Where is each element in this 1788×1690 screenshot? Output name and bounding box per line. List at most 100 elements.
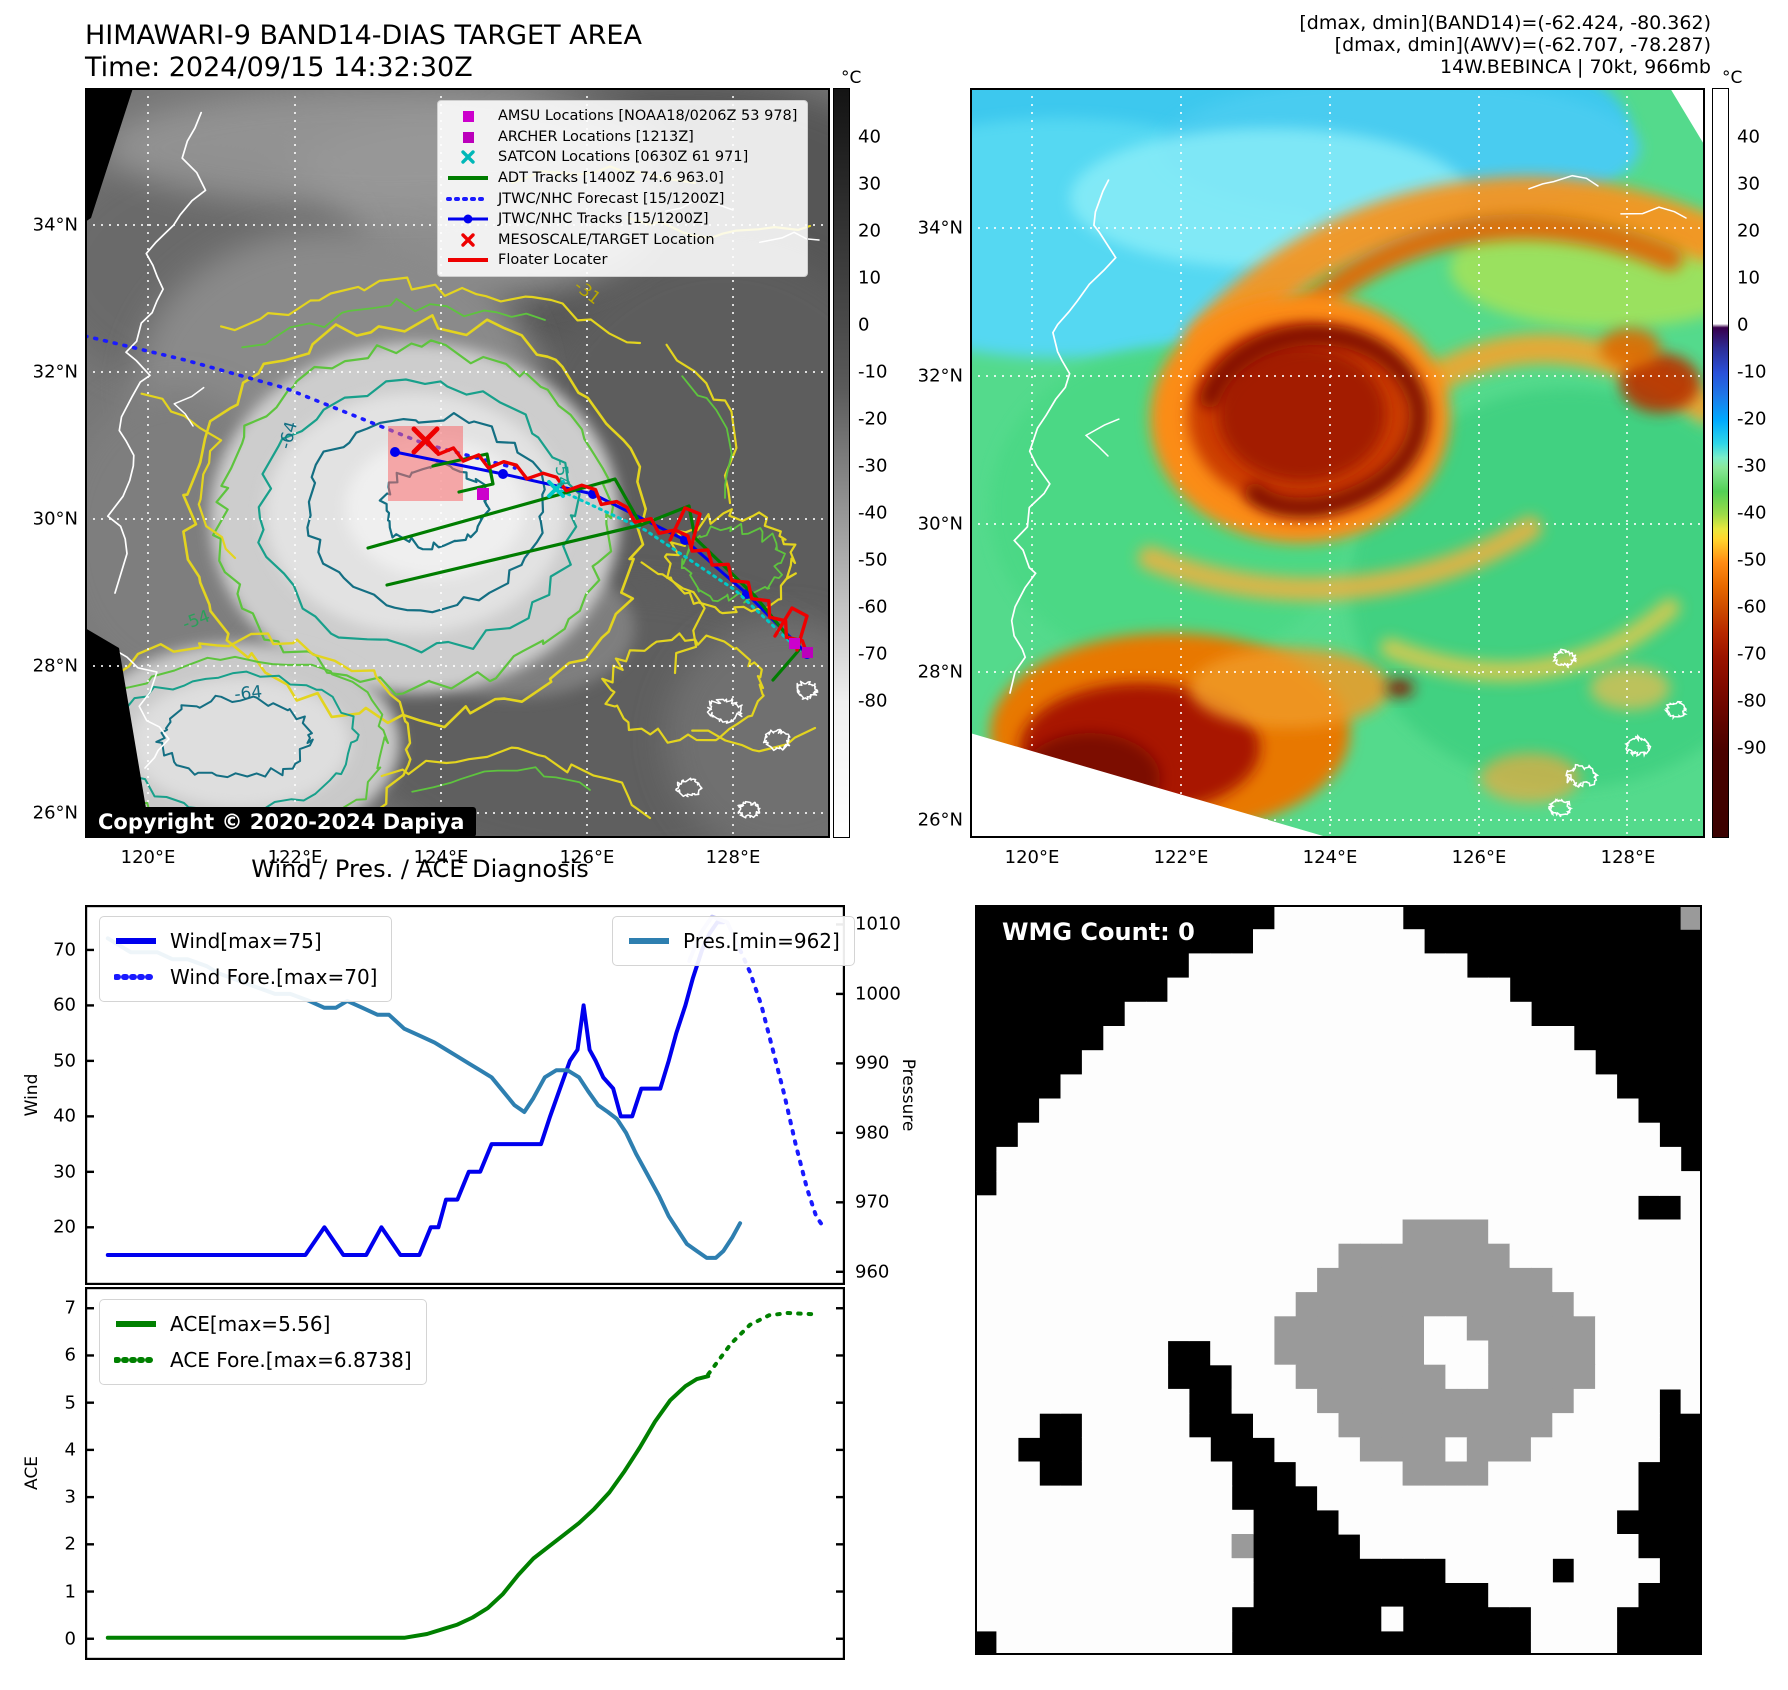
line-marker-icon xyxy=(448,176,488,181)
colorbar-tick-label: -30 xyxy=(858,455,888,477)
ace-tick-label: 3 xyxy=(64,1486,76,1508)
y-tick-label: 28°N xyxy=(32,655,78,677)
y-tick-label: 28°N xyxy=(917,661,963,683)
awv-colorbar xyxy=(1712,88,1729,838)
colorbar-tick-label: 0 xyxy=(1737,314,1749,336)
chart-legend-label: Pres.[min=962] xyxy=(683,929,840,953)
map-legend-label: AMSU Locations [NOAA18/0206Z 53 978] xyxy=(498,108,798,125)
map-legend-label: Floater Locater xyxy=(498,252,608,269)
ace-tick-label: 1 xyxy=(64,1581,76,1603)
map-legend-label: JTWC/NHC Forecast [15/1200Z] xyxy=(498,190,725,207)
chart-legend-label: ACE Fore.[max=6.8738] xyxy=(170,1348,412,1372)
x-tick-label: 128°E xyxy=(1600,847,1656,868)
y-tick-label: 26°N xyxy=(32,802,78,824)
chart-legend-label: Wind Fore.[max=70] xyxy=(170,965,378,989)
map-legend-item: JTWC/NHC Forecast [15/1200Z] xyxy=(446,188,797,209)
colorbar-tick-label: -90 xyxy=(1737,737,1767,759)
line-dot-marker-icon xyxy=(448,214,488,224)
colorbar-tick-label: -20 xyxy=(1737,408,1767,430)
wmg-panel xyxy=(975,905,1702,1655)
ace-plot xyxy=(85,1287,845,1660)
chart-legend-item: Wind Fore.[max=70] xyxy=(114,959,377,995)
colorbar-tick-label: 20 xyxy=(858,220,881,242)
pressure-tick-label: 1000 xyxy=(855,983,901,1005)
series-wind-fore-max-70- xyxy=(738,947,826,1230)
y-tick-label: 30°N xyxy=(32,508,78,530)
y-tick-label: 26°N xyxy=(917,809,963,831)
band14-colorbar xyxy=(833,88,850,838)
chart-legend-item: ACE Fore.[max=6.8738] xyxy=(114,1342,412,1378)
wind-tick-label: 40 xyxy=(53,1105,76,1127)
x-tick-label: 124°E xyxy=(1302,847,1358,868)
copyright-badge: Copyright © 2020-2024 Dapiya xyxy=(86,807,477,837)
x-tick-label: 122°E xyxy=(267,847,323,868)
map-legend-item: AMSU Locations [NOAA18/0206Z 53 978] xyxy=(446,106,797,127)
dmax-dmin-band14: [dmax, dmin](BAND14)=(-62.424, -80.362) xyxy=(1299,12,1711,34)
svg-text:-54: -54 xyxy=(550,458,573,488)
dotted-marker-icon xyxy=(446,196,490,201)
colorbar-tick-label: -70 xyxy=(1737,643,1767,665)
chart-legend-item: ACE[max=5.56] xyxy=(114,1306,412,1342)
colorbar-tick-label: -10 xyxy=(858,361,888,383)
x-tick-label: 122°E xyxy=(1153,847,1209,868)
map-legend-item: SATCON Locations [0630Z 61 971] xyxy=(446,147,797,168)
series-ace-max-5-56- xyxy=(105,1374,711,1640)
map-legend-label: JTWC/NHC Tracks [15/1200Z] xyxy=(498,211,709,228)
right-colorbar-unit: °C xyxy=(1722,68,1743,88)
colorbar-tick-label: 30 xyxy=(1737,173,1760,195)
awv-satellite-map xyxy=(970,88,1705,838)
ace-axis-label: ACE xyxy=(22,1456,42,1490)
ace-tick-label: 7 xyxy=(64,1297,76,1319)
wind-axis-label: Wind xyxy=(22,1073,42,1117)
colorbar-tick-label: -40 xyxy=(1737,502,1767,524)
wind-tick-label: 50 xyxy=(53,1050,76,1072)
colorbar-tick-label: -60 xyxy=(858,596,888,618)
colorbar-tick-label: 40 xyxy=(1737,126,1760,148)
left-colorbar-unit: °C xyxy=(841,68,862,88)
ace-tick-label: 2 xyxy=(64,1533,76,1555)
line-marker-icon xyxy=(116,938,156,944)
map-legend-item: Floater Locater xyxy=(446,250,797,271)
y-tick-label: 34°N xyxy=(32,214,78,236)
wind-tick-label: 20 xyxy=(53,1216,76,1238)
x-tick-label: 120°E xyxy=(1004,847,1060,868)
map-legend: AMSU Locations [NOAA18/0206Z 53 978] ARCH… xyxy=(437,100,809,277)
svg-text:-64: -64 xyxy=(233,682,263,705)
pressure-tick-label: 960 xyxy=(855,1261,890,1283)
wmg-count-label: WMG Count: 0 xyxy=(1002,918,1195,946)
line-marker-icon xyxy=(629,938,669,944)
x-tick-label: 128°E xyxy=(705,847,761,868)
x-tick-label: 124°E xyxy=(413,847,469,868)
line-marker-icon xyxy=(448,258,488,263)
pressure-tick-label: 970 xyxy=(855,1191,890,1213)
chart-legend-item: Wind[max=75] xyxy=(114,923,377,959)
colorbar-tick-label: 40 xyxy=(858,126,881,148)
colorbar-tick-label: 0 xyxy=(858,314,870,336)
page-title: HIMAWARI-9 BAND14-DIAS TARGET AREA xyxy=(85,20,642,51)
wmg-mask-image xyxy=(975,905,1702,1655)
square-marker-icon xyxy=(463,131,474,143)
colorbar-tick-label: -80 xyxy=(1737,690,1767,712)
pressure-legend: Pres.[min=962] xyxy=(612,916,855,966)
chart-legend-item: Pres.[min=962] xyxy=(627,923,840,959)
map-legend-label: SATCON Locations [0630Z 61 971] xyxy=(498,149,749,166)
x-tick-label: 120°E xyxy=(120,847,176,868)
map-legend-item: ADT Tracks [1400Z 74.6 963.0] xyxy=(446,168,797,189)
ace-tick-label: 0 xyxy=(64,1628,76,1650)
colorbar-tick-label: -50 xyxy=(1737,549,1767,571)
series-ace-fore-max-6-8738- xyxy=(706,1310,821,1377)
square-marker-icon xyxy=(463,111,474,123)
pressure-tick-label: 990 xyxy=(855,1052,890,1074)
x-marker-icon xyxy=(461,150,475,165)
pressure-tick-label: 980 xyxy=(855,1122,890,1144)
dmax-dmin-awv: [dmax, dmin](AWV)=(-62.707, -78.287) xyxy=(1334,34,1711,56)
map-legend-item: ARCHER Locations [1213Z] xyxy=(446,127,797,148)
storm-id-intensity: 14W.BEBINCA | 70kt, 966mb xyxy=(1439,56,1711,78)
ace-tick-label: 4 xyxy=(64,1439,76,1461)
wind-tick-label: 30 xyxy=(53,1161,76,1183)
ace-chart xyxy=(85,1287,845,1660)
map-legend-item: JTWC/NHC Tracks [15/1200Z] xyxy=(446,209,797,230)
colorbar-tick-label: 20 xyxy=(1737,220,1760,242)
y-tick-label: 30°N xyxy=(917,513,963,535)
